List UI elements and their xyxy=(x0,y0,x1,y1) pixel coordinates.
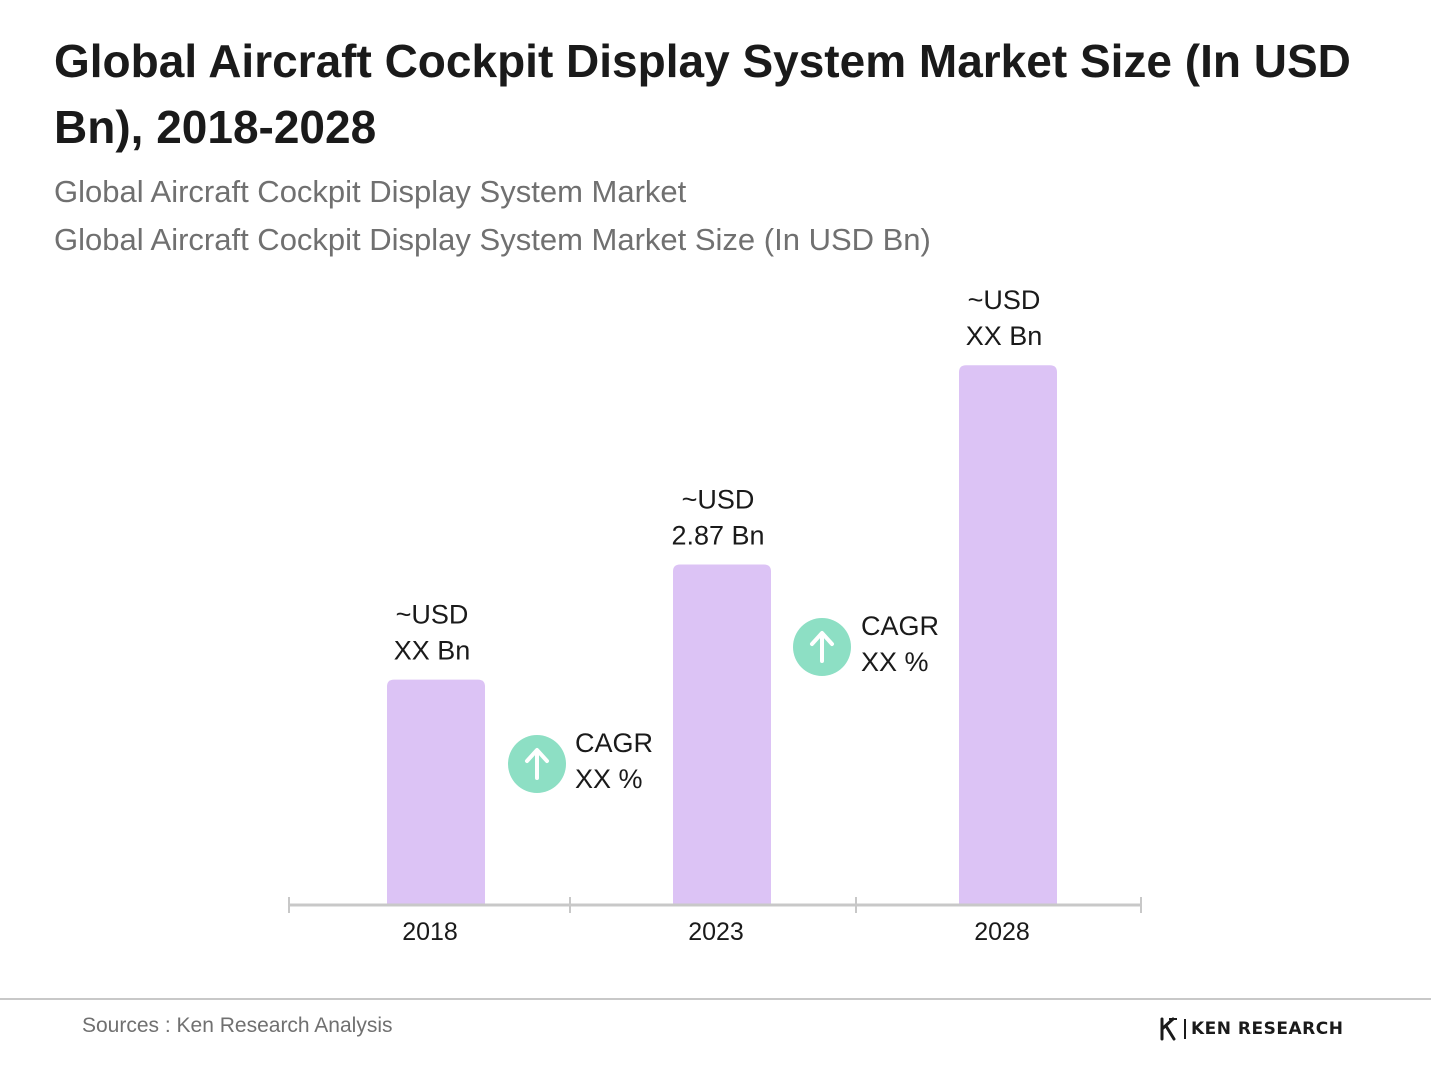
source-note: Sources : Ken Research Analysis xyxy=(82,1014,393,1037)
cagr-value-1: XX % xyxy=(575,764,643,794)
bar-chart: ~USD XX Bn 2018 ~USD 2.87 Bn 2023 ~USD XX Bn 202… xyxy=(288,285,1142,946)
value-label-2028: XX Bn xyxy=(966,321,1043,351)
bar-2028 xyxy=(959,365,1057,905)
cagr-value-2: XX % xyxy=(861,647,929,677)
chart-subtitle-secondary: Global Aircraft Cockpit Display System M… xyxy=(54,222,931,257)
value-label-2023: 2.87 Bn xyxy=(671,521,764,551)
brand-wordmark: KEN RESEARCH xyxy=(1191,1019,1344,1039)
value-label-prefix-2023: ~USD xyxy=(682,485,755,515)
x-tick-label-2028: 2028 xyxy=(974,918,1030,946)
footer-divider xyxy=(0,998,1431,1000)
value-label-2018: XX Bn xyxy=(394,636,471,666)
chart-subtitle-primary: Global Aircraft Cockpit Display System M… xyxy=(54,174,687,209)
x-tick-label-2023: 2023 xyxy=(688,918,744,946)
cagr-label-1: CAGR xyxy=(575,728,653,758)
cagr-label-2: CAGR xyxy=(861,611,939,641)
up-arrow-icon xyxy=(525,748,549,780)
value-label-prefix-2018: ~USD xyxy=(396,600,469,630)
ken-research-logo-icon xyxy=(1160,1017,1177,1041)
logo-separator xyxy=(1184,1019,1186,1039)
chart-title: Global Aircraft Cockpit Display System M… xyxy=(54,35,1351,153)
bar-2023 xyxy=(673,564,771,905)
brand-logo: KEN RESEARCH xyxy=(1160,1016,1343,1042)
bar-2018 xyxy=(387,679,485,905)
up-arrow-icon xyxy=(810,631,834,663)
x-tick-label-2018: 2018 xyxy=(402,918,458,946)
value-label-prefix-2028: ~USD xyxy=(968,285,1041,315)
